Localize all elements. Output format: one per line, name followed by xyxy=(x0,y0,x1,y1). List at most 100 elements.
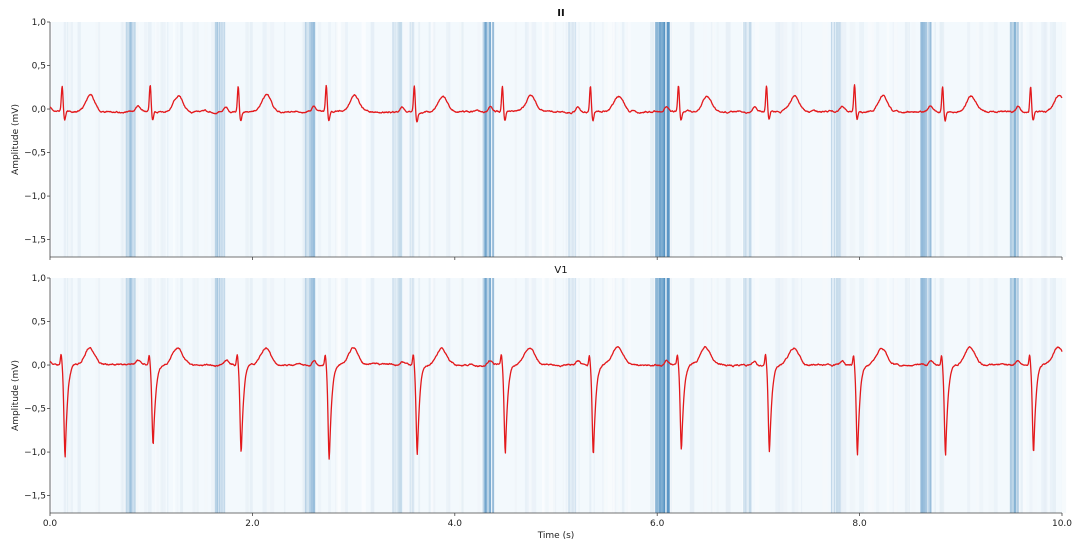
y-tick-label: 0,5 xyxy=(32,62,46,72)
saliency-streak xyxy=(266,278,271,513)
saliency-band xyxy=(309,278,312,513)
y-tick-label: 0,0 xyxy=(32,361,47,371)
saliency-streak xyxy=(1020,22,1023,257)
saliency-band xyxy=(1011,278,1014,513)
saliency-streak xyxy=(607,22,613,257)
saliency-streak xyxy=(893,22,898,257)
saliency-streak xyxy=(193,22,198,257)
saliency-streak xyxy=(370,278,375,513)
saliency-band xyxy=(661,278,664,513)
saliency-streak xyxy=(993,22,998,257)
saliency-streak xyxy=(801,278,803,513)
saliency-band xyxy=(1015,278,1017,513)
saliency-streak xyxy=(173,278,175,513)
saliency-band xyxy=(223,278,226,513)
saliency-streak xyxy=(144,278,148,513)
saliency-band xyxy=(311,22,314,257)
saliency-band xyxy=(1013,22,1016,257)
saliency-streak xyxy=(431,22,435,257)
saliency-streak xyxy=(68,278,72,513)
saliency-streak xyxy=(1043,22,1048,257)
saliency-streak xyxy=(1061,22,1067,257)
saliency-streak xyxy=(335,278,338,513)
saliency-band xyxy=(304,278,307,513)
saliency-streak xyxy=(477,278,481,513)
saliency-streak xyxy=(428,278,431,513)
saliency-streak xyxy=(893,278,898,513)
saliency-streak xyxy=(703,278,707,513)
saliency-streak xyxy=(578,278,580,513)
y-tick-label: −1,0 xyxy=(24,192,46,202)
saliency-band xyxy=(412,278,414,513)
saliency-streak xyxy=(886,22,890,257)
saliency-streak xyxy=(725,278,731,513)
saliency-band xyxy=(655,22,659,257)
saliency-streak xyxy=(626,22,628,257)
saliency-streak xyxy=(867,22,872,257)
saliency-streak xyxy=(976,278,979,513)
saliency-streak xyxy=(867,278,872,513)
saliency-streak xyxy=(939,278,944,513)
saliency-streak xyxy=(249,278,253,513)
saliency-band xyxy=(1013,278,1016,513)
saliency-streak xyxy=(247,22,249,257)
saliency-band xyxy=(743,22,745,257)
saliency-streak xyxy=(650,22,655,257)
saliency-streak xyxy=(892,278,894,513)
saliency-band xyxy=(487,22,489,257)
saliency-streak xyxy=(302,22,307,257)
saliency-band xyxy=(487,278,489,513)
saliency-band xyxy=(833,278,836,513)
saliency-streak xyxy=(911,22,916,257)
saliency-band xyxy=(216,22,219,257)
saliency-streak xyxy=(562,22,564,257)
saliency-streak xyxy=(979,278,984,513)
saliency-streak xyxy=(613,22,616,257)
saliency-streak xyxy=(418,278,421,513)
saliency-band xyxy=(412,22,414,257)
saliency-streak xyxy=(607,278,613,513)
saliency-streak xyxy=(775,22,780,257)
saliency-band xyxy=(133,22,136,257)
saliency-band xyxy=(658,278,662,513)
saliency-streak xyxy=(603,22,607,257)
saliency-streak xyxy=(822,22,828,257)
saliency-streak xyxy=(176,278,179,513)
saliency-streak xyxy=(565,22,570,257)
saliency-streak xyxy=(904,22,910,257)
saliency-streak xyxy=(337,278,341,513)
x-tick-label: 2.0 xyxy=(245,519,260,529)
saliency-band xyxy=(311,278,314,513)
saliency-streak xyxy=(791,22,796,257)
saliency-streak xyxy=(301,22,304,257)
saliency-streak xyxy=(562,278,564,513)
saliency-band xyxy=(484,278,487,513)
saliency-band xyxy=(839,22,841,257)
saliency-streak xyxy=(544,22,549,257)
saliency-streak xyxy=(689,278,695,513)
saliency-band xyxy=(837,278,840,513)
saliency-streak xyxy=(593,22,595,257)
saliency-streak xyxy=(418,22,421,257)
ecg-signal-line xyxy=(49,84,1063,123)
saliency-streak xyxy=(689,22,695,257)
saliency-streak xyxy=(147,278,152,513)
saliency-band xyxy=(413,22,415,257)
saliency-streak xyxy=(876,278,880,513)
saliency-band xyxy=(569,22,572,257)
saliency-streak xyxy=(1022,22,1027,257)
saliency-streak xyxy=(262,278,267,513)
saliency-streak xyxy=(529,22,533,257)
saliency-band xyxy=(1009,22,1013,257)
saliency-band xyxy=(392,278,394,513)
saliency-streak xyxy=(933,278,936,513)
saliency-band xyxy=(920,278,924,513)
saliency-band xyxy=(571,278,574,513)
saliency-band xyxy=(409,278,412,513)
saliency-streak xyxy=(711,278,715,513)
saliency-band xyxy=(574,278,577,513)
saliency-streak xyxy=(180,278,184,513)
saliency-streak xyxy=(886,278,890,513)
saliency-streak xyxy=(176,22,179,257)
